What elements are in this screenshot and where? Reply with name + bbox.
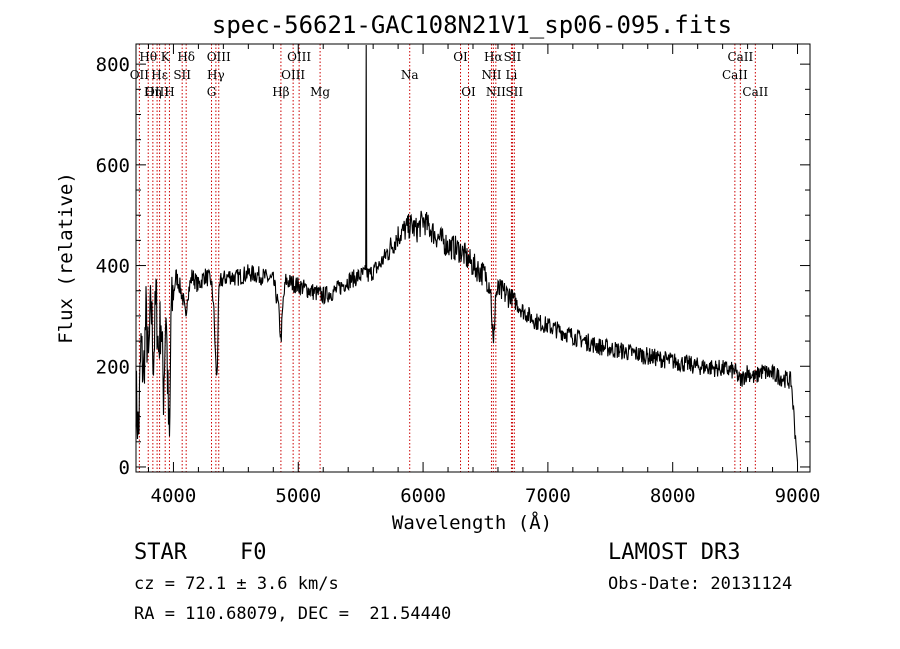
chart-title: spec-56621-GAC108N21V1_sp06-095.fits [212, 11, 732, 39]
line-marker-label: Na [401, 68, 419, 82]
x-tick-label: 9000 [775, 485, 821, 507]
line-marker-label: Hα [484, 50, 503, 64]
object-subclass: F0 [240, 540, 267, 565]
line-marker-label: G [207, 85, 217, 99]
line-marker-label: Hδ [177, 50, 195, 64]
line-markers [138, 44, 756, 472]
y-tick-label: 600 [96, 155, 130, 177]
line-marker-label: OIII [287, 50, 311, 64]
line-marker-label: Mg [310, 85, 330, 99]
line-marker-label: SII [505, 85, 523, 99]
line-marker-label: NII [486, 85, 506, 99]
line-marker-label: CaII [742, 85, 768, 99]
y-tick-label: 0 [119, 457, 130, 479]
line-marker-label: OI [461, 85, 476, 99]
x-tick-label: 5000 [275, 485, 321, 507]
survey-name: LAMOST DR3 [608, 540, 741, 565]
x-axis-label: Wavelength (Å) [392, 511, 552, 534]
line-marker-label: SII [504, 50, 522, 64]
coordinates: RA = 110.68079, DEC = 21.54440 [134, 604, 452, 624]
line-marker-label: Hη [144, 85, 162, 99]
line-marker-label: Hθ [139, 50, 157, 64]
x-tick-label: 8000 [650, 485, 696, 507]
line-marker-label: OII [130, 68, 150, 82]
y-axis-ticks: 0 200 400 600 800 [96, 54, 810, 479]
line-marker-label: OIII [281, 68, 305, 82]
line-marker-label: K [161, 50, 171, 64]
line-marker-label: OIII [145, 85, 169, 99]
x-tick-label: 4000 [151, 485, 197, 507]
line-marker-label: OI [453, 50, 468, 64]
x-tick-label: 6000 [400, 485, 446, 507]
line-marker-label: Li [506, 68, 518, 82]
x-axis-ticks: 4000 5000 6000 7000 8000 9000 [147, 44, 821, 507]
line-marker-labels: Hθ OII OIII Hε Hη K H SII Hδ OIII Hγ G Hβ OIII OIII Mg N… [130, 50, 769, 99]
line-marker-label: CaII [722, 68, 748, 82]
line-marker-label: Hβ [272, 85, 289, 99]
y-axis-label: Flux (relative) [55, 172, 77, 344]
line-marker-label: CaII [727, 50, 753, 64]
x-tick-label: 7000 [525, 485, 571, 507]
observation-date: Obs-Date: 20131124 [608, 574, 793, 594]
y-tick-label: 200 [96, 356, 130, 378]
line-marker-label: OIII [207, 50, 231, 64]
line-marker-label: Hγ [207, 68, 225, 82]
line-marker-label: H [164, 85, 174, 99]
redshift-value: cz = 72.1 ± 3.6 km/s [134, 574, 339, 594]
y-tick-label: 800 [96, 54, 130, 76]
line-marker-label: NII [481, 68, 501, 82]
spectrum-line [135, 44, 799, 462]
object-class: STAR [134, 540, 187, 565]
line-marker-label: SII [173, 68, 191, 82]
y-tick-label: 400 [96, 256, 130, 278]
line-marker-label: Hε [151, 68, 168, 82]
